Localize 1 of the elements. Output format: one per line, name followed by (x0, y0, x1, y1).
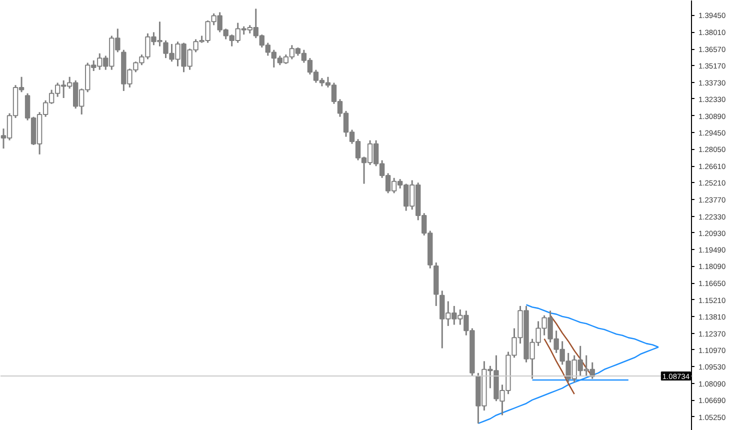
line-series (544, 338, 575, 395)
